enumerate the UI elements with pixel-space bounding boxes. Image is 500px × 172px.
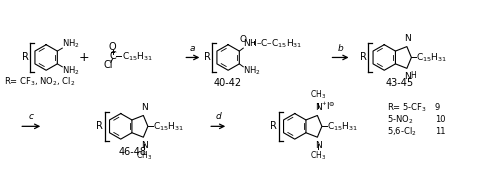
Text: N: N <box>141 103 148 111</box>
Text: N: N <box>404 34 411 43</box>
Text: 43-45: 43-45 <box>385 78 413 88</box>
Text: 5-NO$_2$: 5-NO$_2$ <box>387 113 413 126</box>
Text: 10: 10 <box>435 115 446 124</box>
Text: R: R <box>96 121 103 131</box>
Text: 11: 11 <box>435 127 446 136</box>
Text: N: N <box>141 141 148 150</box>
Text: R= CF$_3$, NO$_2$, Cl$_2$: R= CF$_3$, NO$_2$, Cl$_2$ <box>4 76 76 88</box>
Text: $^+$: $^+$ <box>320 101 327 110</box>
Text: 46-48: 46-48 <box>118 147 146 157</box>
Text: NH$_2$: NH$_2$ <box>62 38 80 50</box>
Text: NH–C–C$_{15}$H$_{31}$: NH–C–C$_{15}$H$_{31}$ <box>244 38 302 50</box>
Text: CH$_3$: CH$_3$ <box>310 88 326 101</box>
Text: c: c <box>28 112 34 121</box>
Text: I$^{\ominus}$: I$^{\ominus}$ <box>326 101 335 112</box>
Text: R= 5-CF$_3$: R= 5-CF$_3$ <box>387 101 427 114</box>
Text: C$_{15}$H$_{31}$: C$_{15}$H$_{31}$ <box>327 120 358 133</box>
Text: C$_{15}$H$_{31}$: C$_{15}$H$_{31}$ <box>153 120 184 133</box>
Text: H: H <box>410 71 416 80</box>
Text: O: O <box>109 42 116 52</box>
Text: +: + <box>78 51 89 64</box>
Text: a: a <box>190 44 196 53</box>
Text: C$_{15}$H$_{31}$: C$_{15}$H$_{31}$ <box>416 51 448 64</box>
Text: R: R <box>22 52 29 62</box>
Text: CH$_3$: CH$_3$ <box>310 150 326 163</box>
Text: C$_{15}$H$_{31}$: C$_{15}$H$_{31}$ <box>122 50 152 63</box>
Text: R: R <box>360 52 367 62</box>
Text: N: N <box>315 103 322 111</box>
Text: 40-42: 40-42 <box>214 78 242 88</box>
Text: CH$_3$: CH$_3$ <box>136 150 152 163</box>
Text: N: N <box>404 72 411 81</box>
Text: d: d <box>216 112 221 121</box>
Text: NH$_2$: NH$_2$ <box>62 64 80 77</box>
Text: 5,6-Cl$_2$: 5,6-Cl$_2$ <box>387 125 417 137</box>
Text: Cl: Cl <box>103 60 113 70</box>
Text: R: R <box>270 121 278 131</box>
Text: NH$_2$: NH$_2$ <box>244 64 261 77</box>
Text: C: C <box>110 51 116 61</box>
Text: N: N <box>315 141 322 150</box>
Text: 9: 9 <box>435 103 440 112</box>
Text: O: O <box>240 35 247 44</box>
Text: R: R <box>204 52 210 62</box>
Text: b: b <box>338 44 344 53</box>
